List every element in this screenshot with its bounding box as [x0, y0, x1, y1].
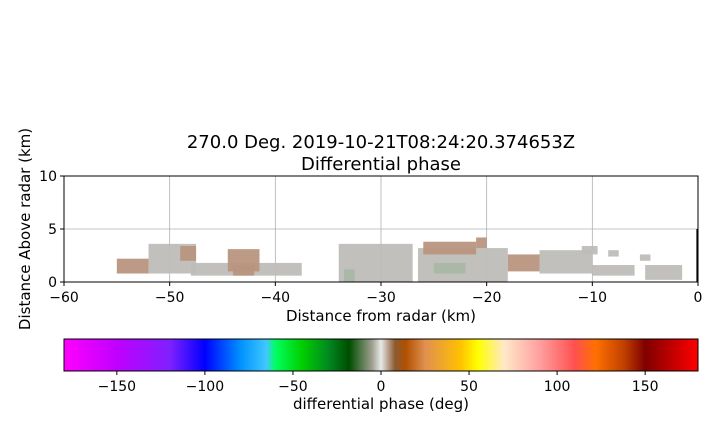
colorbar-fill [64, 339, 698, 371]
plot-area: −60 −50 −40 −30 −20 −10 0 0 5 10 [39, 169, 702, 306]
x-tick-label: −40 [261, 290, 291, 306]
colorbar-tick-label: 150 [632, 379, 659, 395]
echo-segment [539, 250, 593, 274]
echo-segment [180, 245, 197, 261]
chart-title: 270.0 Deg. 2019-10-21T08:24:20.374653Z [187, 132, 575, 153]
echo-segment [592, 265, 635, 276]
y-tick-label: 10 [39, 169, 57, 185]
y-tick-label: 0 [48, 275, 57, 291]
x-tick-label: −50 [155, 290, 185, 306]
x-tick-label: 0 [694, 290, 703, 306]
colorbar: −150 −100 −50 0 50 100 150 [63, 338, 699, 395]
x-axis-label: Distance from radar (km) [286, 307, 476, 325]
colorbar-tick-label: −50 [278, 379, 308, 395]
echo-segment [116, 258, 149, 274]
colorbar-tick-label: −150 [98, 379, 136, 395]
echo-segment [608, 250, 619, 257]
x-tick-label: −10 [578, 290, 608, 306]
colorbar-tick-label: 0 [377, 379, 386, 395]
y-axis-label: Distance Above radar (km) [16, 128, 34, 330]
echo-segment [645, 265, 683, 280]
x-tick-label: −20 [472, 290, 502, 306]
echo-segment [423, 241, 477, 255]
echo-segment [639, 254, 651, 261]
echo-segment [433, 262, 466, 274]
colorbar-label: differential phase (deg) [293, 395, 469, 413]
echo-segment [581, 245, 598, 255]
colorbar-tick-label: −100 [186, 379, 224, 395]
x-tick-label: −30 [366, 290, 396, 306]
echo-segment [476, 237, 487, 249]
x-tick-label: −60 [49, 290, 79, 306]
colorbar-tick-label: 50 [460, 379, 478, 395]
y-tick-label: 5 [48, 222, 57, 238]
echo-segment [507, 254, 540, 272]
echo-segment [233, 265, 255, 276]
echo-segment [344, 269, 355, 282]
colorbar-tick-label: 100 [544, 379, 571, 395]
chart-subtitle: Differential phase [301, 154, 461, 175]
